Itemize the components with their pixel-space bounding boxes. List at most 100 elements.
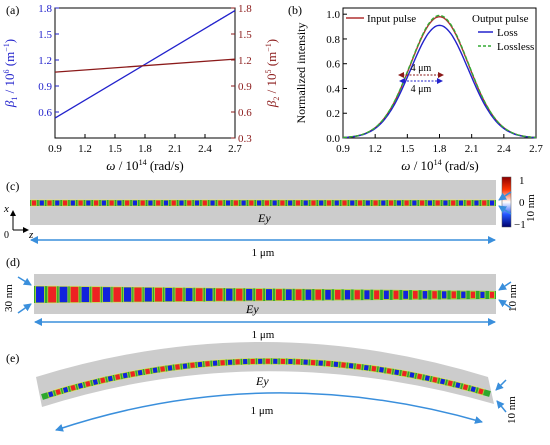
field-lobe: [393, 290, 399, 299]
e-field-cell: [340, 361, 347, 369]
e-field-cell: [173, 363, 182, 371]
a-series-line-left: [54, 10, 236, 119]
field-lobe: [125, 200, 130, 206]
field-lobe: [92, 287, 100, 302]
panel-c-width-arrow-top: [498, 191, 512, 201]
field-lobe: [202, 200, 207, 206]
axis-origin-label: 0: [4, 230, 9, 241]
field-lobe: [137, 369, 143, 376]
field-lobe: [489, 200, 495, 206]
field-lobe: [140, 200, 145, 206]
panel-a-left-ticks: 0.6 0.9 1.2 1.5 1.8: [38, 3, 59, 119]
field-lobe: [439, 378, 446, 385]
field-lobe: [319, 200, 324, 206]
field-lobe: [190, 362, 195, 368]
e-field-cell: [204, 360, 211, 368]
e-field-cell: [84, 379, 92, 389]
field-lobe: [85, 380, 91, 387]
e-field-cell: [211, 359, 219, 367]
e-field-cell: [408, 370, 416, 380]
panel-b-ylabel: Normalized intensity: [294, 23, 308, 124]
panel-e-length-label: 1 μm: [251, 405, 274, 417]
field-lobe: [443, 200, 448, 206]
field-lobe: [412, 200, 417, 206]
field-lobe: [31, 200, 37, 206]
field-lobe: [101, 200, 106, 206]
e-field-cell: [454, 381, 462, 390]
panel-e: (e) Ey 10 nm 1 μm: [6, 342, 518, 432]
field-lobe: [334, 200, 339, 206]
field-lobe: [275, 289, 282, 301]
field-lobe: [86, 200, 91, 206]
field-lobe: [379, 367, 384, 373]
field-lobe: [265, 358, 270, 364]
panel-d-length-label: 1 μm: [252, 329, 275, 341]
b-xtick-label: 1.2: [368, 143, 382, 155]
e-field-cell: [257, 357, 264, 365]
legend-output-title: Output pulse: [472, 13, 529, 25]
panel-c-field-label: Ey: [257, 211, 271, 225]
field-lobe: [92, 379, 99, 386]
field-lobe: [350, 200, 355, 206]
b-xtick-label: 2.4: [497, 143, 511, 155]
field-lobe: [401, 370, 407, 377]
panel-d-left-width-label: 30 nm: [3, 284, 15, 312]
panel-d-right-width-label: 10 nm: [507, 284, 519, 312]
field-lobe: [417, 373, 423, 380]
field-lobe: [396, 200, 401, 206]
a-ltick-label: 1.2: [38, 55, 52, 67]
e-field-cell: [226, 358, 234, 366]
panel-a-right-ticks: 0.3 0.6 0.9 1.2 1.5 1.8: [231, 3, 252, 145]
a-xtick-label: 2.1: [168, 143, 182, 155]
panel-e-width-arrow-bottom: [496, 400, 507, 413]
field-lobe: [132, 200, 138, 206]
field-lobe: [325, 289, 331, 300]
a-series-line-right: [54, 58, 236, 73]
panel-e-width-arrow-top: [495, 379, 507, 391]
field-lobe: [474, 200, 479, 206]
field-lobe: [295, 359, 301, 365]
field-lobe: [123, 287, 132, 302]
field-lobe: [175, 364, 180, 370]
e-field-cell: [69, 383, 78, 392]
field-lobe: [432, 376, 438, 383]
field-lobe: [216, 288, 223, 301]
field-lobe: [470, 291, 475, 299]
b-xtick-label: 0.9: [336, 143, 350, 155]
field-lobe: [102, 287, 111, 302]
b-ytick-label: 0.4: [326, 83, 340, 95]
b-ytick-label: 0.6: [326, 59, 340, 71]
panel-b-x-ticks: 0.9 1.2 1.5 1.8 2.1 2.4 2.7: [336, 134, 543, 155]
field-lobe: [39, 200, 44, 206]
field-lobe: [70, 384, 76, 391]
field-lobe: [226, 288, 233, 301]
field-lobe: [182, 363, 188, 369]
e-field-cell: [46, 390, 55, 399]
e-field-cell: [98, 376, 107, 385]
panel-c-width-arrow-bottom: [498, 205, 512, 215]
field-lobe: [55, 200, 60, 206]
width-label-output: 4 μm: [411, 84, 432, 95]
field-lobe: [458, 200, 464, 206]
e-field-cell: [287, 357, 294, 366]
field-lobe: [197, 361, 203, 368]
field-lobe: [145, 368, 151, 375]
e-field-cell: [302, 358, 309, 366]
field-lobe: [295, 200, 301, 206]
field-lobe: [81, 286, 90, 303]
field-lobe: [427, 200, 432, 206]
panel-a-ylabel-right: β2 / 105 (m−1): [264, 39, 281, 108]
a-rtick-label: 0.3: [238, 133, 252, 145]
field-lobe: [318, 360, 323, 366]
field-lobe: [77, 382, 84, 389]
field-lobe: [374, 290, 380, 300]
panel-c-field-pattern: [30, 199, 496, 207]
e-field-cell: [61, 385, 70, 395]
field-lobe: [482, 200, 487, 206]
e-field-cell: [332, 360, 340, 369]
b-xtick-label: 1.5: [400, 143, 414, 155]
field-lobe: [160, 366, 166, 372]
field-lobe: [447, 380, 453, 387]
field-lobe: [341, 362, 346, 368]
a-series-dotted: [209, 10, 236, 26]
